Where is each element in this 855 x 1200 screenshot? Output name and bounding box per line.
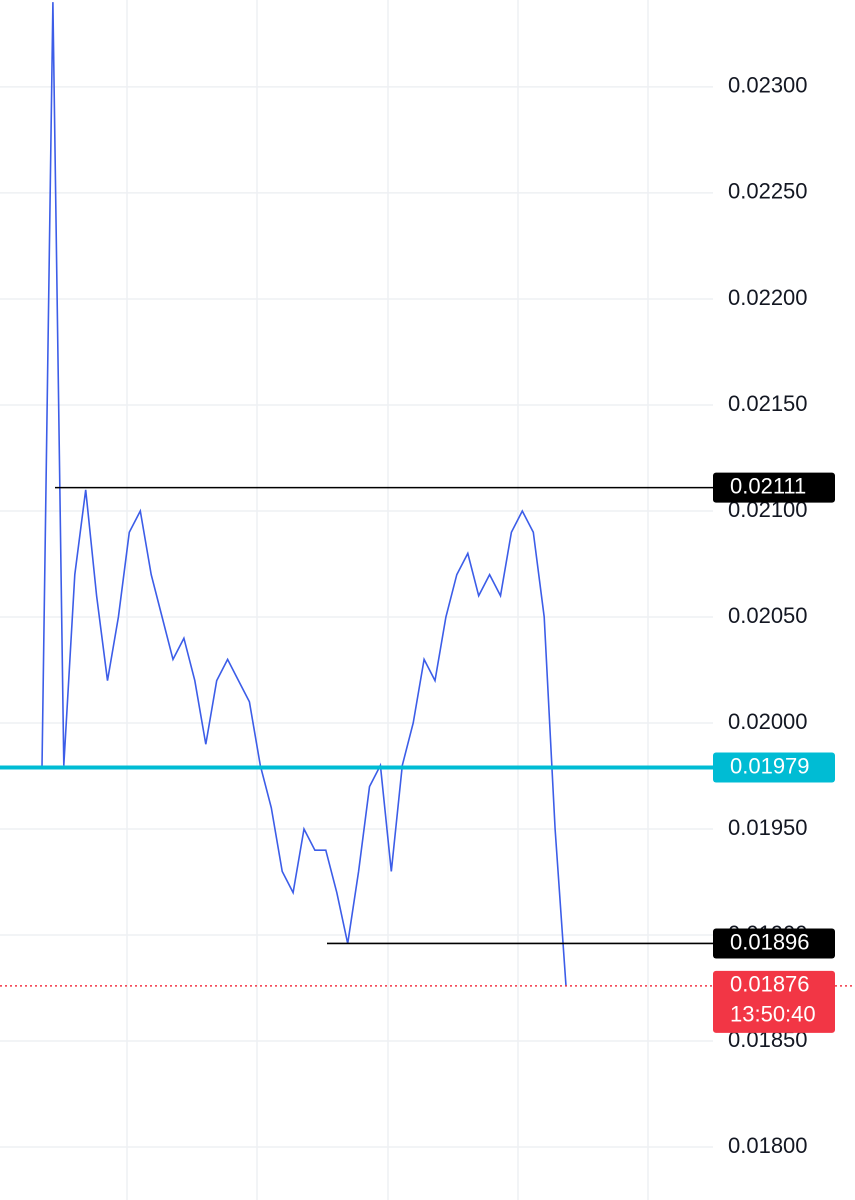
vertical-grid (126, 0, 649, 1200)
price-label: 0.01896 (730, 929, 810, 954)
price-line (41, 2, 567, 986)
y-tick-label: 0.02250 (728, 179, 808, 204)
price-label-box (713, 970, 835, 1033)
price-label-box (713, 472, 835, 503)
y-tick-label: 0.01950 (728, 815, 808, 840)
countdown-label: 13:50:40 (730, 1002, 816, 1027)
y-tick-label: 0.02300 (728, 73, 808, 98)
y-tick-label: 0.02050 (728, 603, 808, 628)
y-tick-label: 0.02200 (728, 285, 808, 310)
price-label-box (713, 928, 835, 959)
price-label-box (713, 752, 835, 783)
price-label: 0.01876 (730, 972, 810, 997)
y-tick-label: 0.01800 (728, 1133, 808, 1158)
price-label: 0.02111 (730, 473, 806, 498)
y-tick-label: 0.02150 (728, 391, 808, 416)
price-label: 0.01979 (730, 753, 810, 778)
y-tick-label: 0.02000 (728, 709, 808, 734)
